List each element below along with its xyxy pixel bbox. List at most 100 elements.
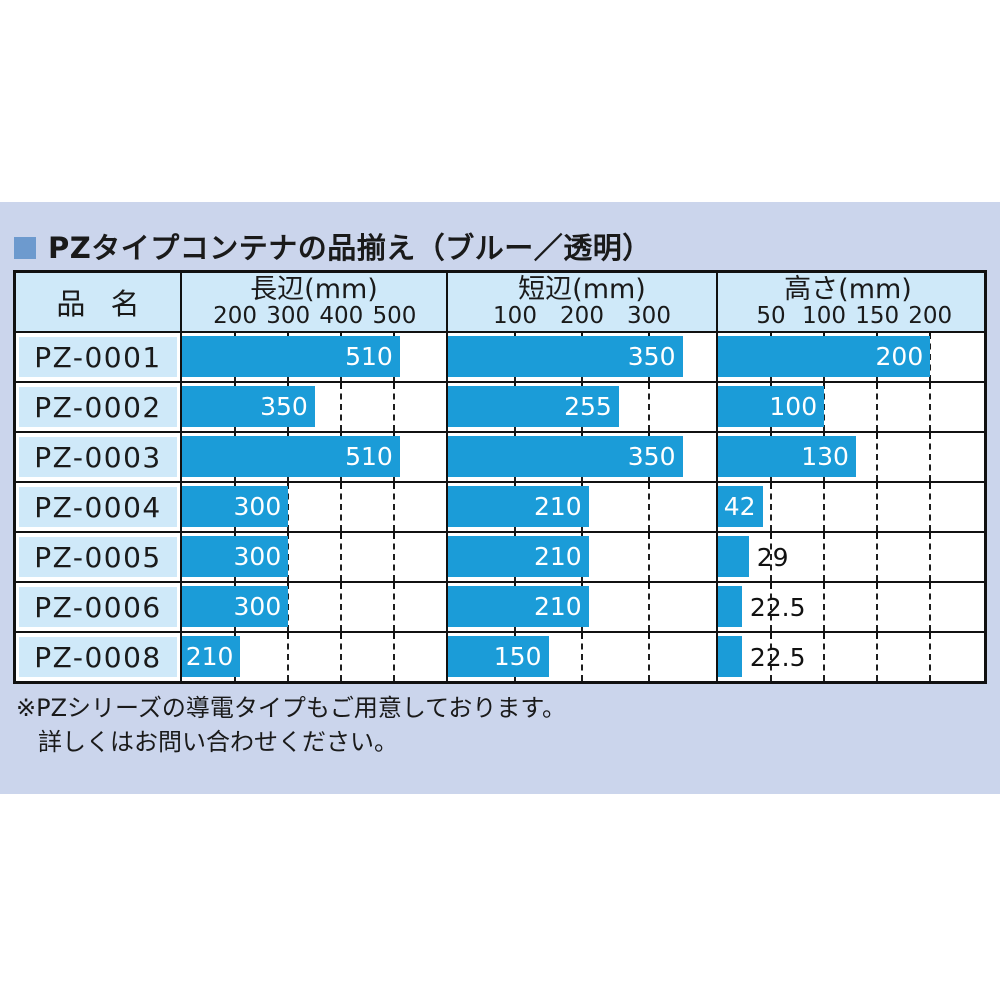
gridline: [287, 483, 290, 531]
gridline: [648, 483, 650, 531]
bar-value-label: 150: [493, 642, 542, 671]
table-row: PZ-0003 510 350 130: [16, 431, 984, 481]
table-row: PZ-0001 510 350 200: [16, 331, 984, 381]
bar-value-label: 300: [233, 542, 282, 571]
tick-label: 150: [855, 303, 900, 329]
tick-mark: [648, 633, 650, 639]
value-bar: 210: [448, 586, 589, 627]
product-name-label: PZ-0003: [19, 437, 177, 477]
bar-cell: 210: [446, 483, 716, 531]
bar-value-label: 210: [533, 592, 582, 621]
bar-cell: 510: [180, 333, 446, 381]
tick-mark: [770, 633, 773, 639]
gridline: [823, 383, 826, 431]
tick-mark: [648, 483, 650, 489]
tick-label: 500: [372, 303, 417, 329]
bar-value-label: 100: [769, 392, 818, 421]
bar-cell: 510: [180, 433, 446, 481]
value-bar: 210: [448, 486, 589, 527]
bar-value-label: 210: [533, 542, 582, 571]
gridline: [287, 633, 290, 681]
product-name-label: PZ-0005: [19, 537, 177, 577]
tick-mark: [340, 583, 343, 589]
gridline: [393, 583, 396, 631]
tick-mark: [581, 633, 583, 639]
tick-mark: [876, 383, 879, 389]
value-bar: 300: [182, 586, 289, 627]
bar-cell: 200: [716, 333, 978, 381]
value-bar: [718, 636, 742, 677]
tick-mark: [287, 483, 290, 489]
bar-value-label: 350: [260, 392, 308, 421]
bar-value-label: 22.5: [749, 592, 806, 622]
tick-mark: [823, 533, 826, 539]
gridline: [929, 583, 932, 631]
section-title: PZタイプコンテナの品揃え（ブルー／透明）: [48, 231, 652, 265]
column-header-label: 短辺(mm): [518, 274, 646, 305]
footnote-line-1: ※PZシリーズの導電タイプもご用意しております。: [16, 694, 566, 722]
value-bar: 300: [182, 486, 289, 527]
tick-mark: [823, 383, 826, 389]
value-bar: 42: [718, 486, 763, 527]
gridline: [770, 533, 773, 581]
gridline: [876, 533, 879, 581]
gridline: [876, 583, 879, 631]
tick-mark: [929, 383, 932, 389]
bar-cell: 22.5: [716, 633, 978, 681]
tick-mark: [648, 383, 650, 389]
tick-mark: [393, 533, 396, 539]
footnote-line-2: 詳しくはお問い合わせください。: [38, 728, 398, 756]
value-bar: 350: [448, 436, 683, 477]
table-row: PZ-0002 350 255 100: [16, 381, 984, 431]
tick-label: 100: [802, 303, 847, 329]
product-name-cell: PZ-0006: [16, 583, 180, 631]
bar-cell: 210: [446, 583, 716, 631]
gridline: [340, 583, 343, 631]
product-name-label: PZ-0006: [19, 587, 177, 627]
gridline: [929, 433, 932, 481]
size-chart-table: 品 名 長辺(mm) 200 300 400 500 短辺(mm) 100 200 300 高さ(…: [13, 270, 987, 684]
tick-mark: [929, 333, 932, 339]
table-row: PZ-0004 300 210 42: [16, 481, 984, 531]
gridline: [823, 583, 826, 631]
product-name-cell: PZ-0001: [16, 333, 180, 381]
gridline: [770, 583, 773, 631]
value-bar: [718, 586, 742, 627]
column-header-label: 高さ(mm): [784, 274, 912, 305]
footnote: ※PZシリーズの導電タイプもご用意しております。 詳しくはお問い合わせください。: [16, 691, 566, 759]
tick-mark: [823, 633, 826, 639]
product-name-cell: PZ-0002: [16, 383, 180, 431]
gridline: [876, 483, 879, 531]
value-bar: 350: [182, 386, 315, 427]
bar-value-label: 510: [345, 342, 393, 371]
bar-value-label: 350: [627, 442, 676, 471]
bar-value-label: 200: [875, 342, 924, 371]
bar-cell: 22.5: [716, 583, 978, 631]
product-name-header-cell: 品 名: [56, 287, 148, 321]
bar-value-label: 22.5: [749, 642, 806, 672]
tick-label-row: 200 300 400 500: [182, 303, 446, 331]
value-bar: 300: [182, 536, 289, 577]
bar-value-label: 510: [345, 442, 393, 471]
tick-mark: [393, 383, 396, 389]
tick-label: 300: [266, 303, 311, 329]
product-name-label: PZ-0001: [19, 337, 177, 377]
gridline: [929, 483, 932, 531]
gridline: [648, 583, 650, 631]
gridline: [876, 633, 879, 681]
gridline: [770, 633, 773, 681]
gridline: [648, 383, 650, 431]
tick-mark: [393, 633, 396, 639]
tick-mark: [287, 583, 290, 589]
section-title-row: PZタイプコンテナの品揃え（ブルー／透明）: [14, 232, 1000, 264]
tick-mark: [287, 533, 290, 539]
gridline: [929, 383, 932, 431]
bar-cell: 42: [716, 483, 978, 531]
tick-mark: [770, 583, 773, 589]
value-bar: 130: [718, 436, 856, 477]
tick-mark: [823, 483, 826, 489]
tick-mark: [876, 433, 879, 439]
bar-cell: 29: [716, 533, 978, 581]
value-bar: 150: [448, 636, 549, 677]
gridline: [393, 633, 396, 681]
